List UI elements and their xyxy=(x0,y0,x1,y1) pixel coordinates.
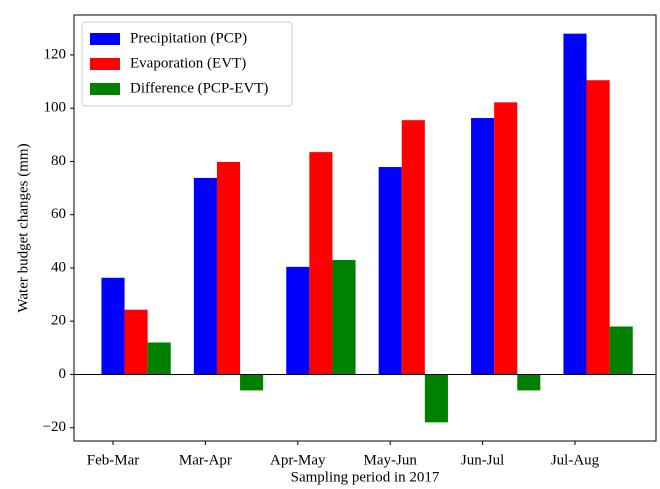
legend-label: Difference (PCP-EVT) xyxy=(130,80,268,96)
y-tick-label: 0 xyxy=(59,366,67,382)
bar xyxy=(517,374,541,391)
x-axis-label: Sampling period in 2017 xyxy=(291,469,440,485)
y-tick-label: 60 xyxy=(51,206,66,222)
legend-swatch xyxy=(90,33,120,45)
x-tick-label: Mar-Apr xyxy=(179,452,232,468)
y-tick-label: −20 xyxy=(43,419,66,435)
x-tick-label: Jul-Aug xyxy=(551,452,600,468)
y-tick-label: 20 xyxy=(51,313,66,329)
y-tick-label: 100 xyxy=(44,100,67,116)
bar xyxy=(147,342,171,375)
bar xyxy=(609,326,633,375)
bar xyxy=(309,152,333,375)
y-axis-label: Water budget changes (mm) xyxy=(15,143,31,312)
x-tick-label: Apr-May xyxy=(270,452,326,468)
bar xyxy=(401,120,425,375)
legend-label: Precipitation (PCP) xyxy=(130,30,247,46)
bar xyxy=(332,259,356,375)
legend-label: Evaporation (EVT) xyxy=(130,55,246,71)
bar xyxy=(216,161,241,375)
bar xyxy=(240,374,264,391)
bar xyxy=(193,177,217,375)
legend-box xyxy=(81,21,293,107)
legend-swatch xyxy=(90,83,120,95)
x-tick-label: Feb-Mar xyxy=(87,452,140,468)
bar xyxy=(424,374,448,423)
x-tick-label: Jun-Jul xyxy=(461,452,504,468)
bar xyxy=(124,309,148,375)
y-tick-label: 80 xyxy=(51,153,66,169)
bar xyxy=(101,277,125,375)
bar xyxy=(471,118,495,375)
plot-frame xyxy=(73,14,657,442)
legend-swatch xyxy=(90,58,120,70)
bar xyxy=(378,167,402,375)
bar xyxy=(494,102,518,375)
y-tick-label: 40 xyxy=(51,259,66,275)
x-tick-label: May-Jun xyxy=(364,452,418,468)
bar xyxy=(586,80,610,375)
bar xyxy=(563,33,587,375)
y-tick-label: 120 xyxy=(44,46,67,62)
bar xyxy=(286,266,310,375)
